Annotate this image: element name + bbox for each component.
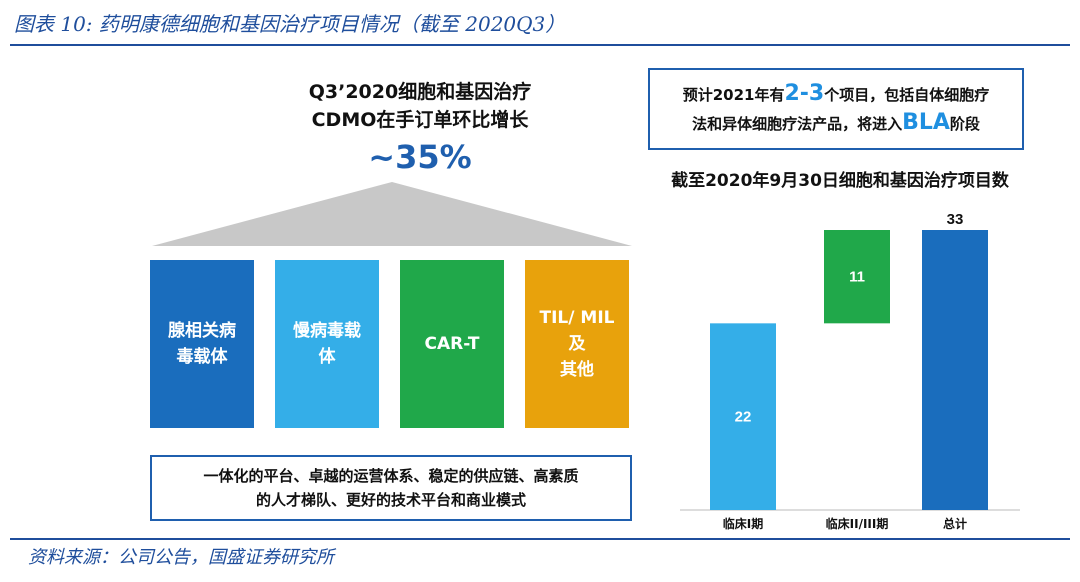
- figure-title: 图表 10: 药明康德细胞和基因治疗项目情况（截至 2020Q3）: [14, 12, 566, 36]
- data-label-1: 11: [849, 269, 865, 286]
- source-note: 资料来源：公司公告，国盛证券研究所: [28, 547, 334, 568]
- headline-line-2: CDMO在手订单环比增长: [311, 109, 529, 131]
- top-rule: [10, 44, 1070, 46]
- forecast-note-box: 预计2021年有2-3个项目，包括自体细胞疗 法和异体细胞疗法产品，将进入BLA…: [648, 68, 1024, 150]
- pillar-lentiviral-vector: 慢病毒载体: [275, 260, 379, 428]
- category-label-2: 总计: [943, 516, 967, 531]
- foundation-box: 一体化的平台、卓越的运营体系、稳定的供应链、高素质 的人才梯队、更好的技术平台和商…: [150, 455, 632, 521]
- category-label-1: 临床II/III期: [826, 516, 889, 531]
- bar-1: [824, 230, 890, 324]
- pillar-car-t: CAR-T: [400, 260, 504, 428]
- data-label-0: 22: [735, 409, 752, 426]
- forecast-note-line-2: 法和异体细胞疗法产品，将进入BLA阶段: [692, 110, 980, 135]
- forecast-note-line-1: 预计2021年有2-3个项目，包括自体细胞疗: [682, 81, 990, 106]
- headline-line-1: Q3’2020细胞和基因治疗: [308, 81, 532, 103]
- category-label-0: 临床I期: [723, 516, 763, 531]
- bottom-rule: [10, 538, 1070, 540]
- pillar-til-mil: TIL/ MIL及 其他: [525, 260, 629, 428]
- roof-triangle: [152, 182, 632, 246]
- data-label-2: 33: [947, 211, 964, 228]
- bar-2: [922, 230, 988, 510]
- pillar-aav-vector: 腺相关病 毒载体: [150, 260, 254, 428]
- chart-title: 截至2020年9月30日细胞和基因治疗项目数: [671, 171, 1009, 191]
- bar-0: [710, 323, 776, 510]
- growth-value: ~35%: [368, 138, 472, 176]
